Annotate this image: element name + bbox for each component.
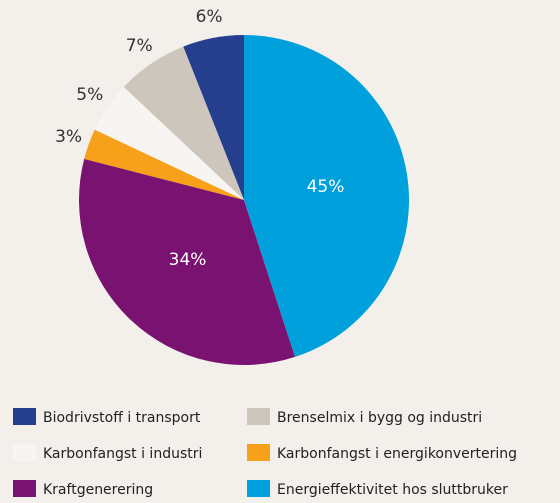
- pie-slice: [244, 35, 409, 357]
- legend-swatch: [247, 444, 270, 461]
- data-label: 34%: [169, 250, 207, 270]
- legend-label: Karbonfangst i industri: [43, 446, 202, 462]
- pie-slice: [84, 129, 244, 200]
- data-label: 45%: [307, 177, 345, 197]
- legend-swatch: [247, 408, 270, 425]
- pie-slice: [79, 158, 295, 365]
- data-label: 3%: [55, 127, 82, 147]
- legend-label: Energieffektivitet hos sluttbruker: [277, 482, 508, 498]
- legend-swatch: [247, 480, 270, 497]
- legend-label: Kraftgenerering: [43, 482, 153, 498]
- pie-slice: [183, 35, 244, 200]
- pie-slice: [123, 46, 244, 200]
- data-label: 6%: [196, 7, 223, 27]
- legend-label: Karbonfangst i energikonvertering: [277, 446, 517, 462]
- legend-label: Biodrivstoff i transport: [43, 410, 201, 426]
- pie-slice: [94, 87, 244, 200]
- legend-swatch: [13, 444, 36, 461]
- data-label: 5%: [76, 85, 103, 105]
- legend-label: Brenselmix i bygg og industri: [277, 410, 482, 426]
- data-label: 7%: [126, 36, 153, 56]
- legend-swatch: [13, 480, 36, 497]
- legend-swatch: [13, 408, 36, 425]
